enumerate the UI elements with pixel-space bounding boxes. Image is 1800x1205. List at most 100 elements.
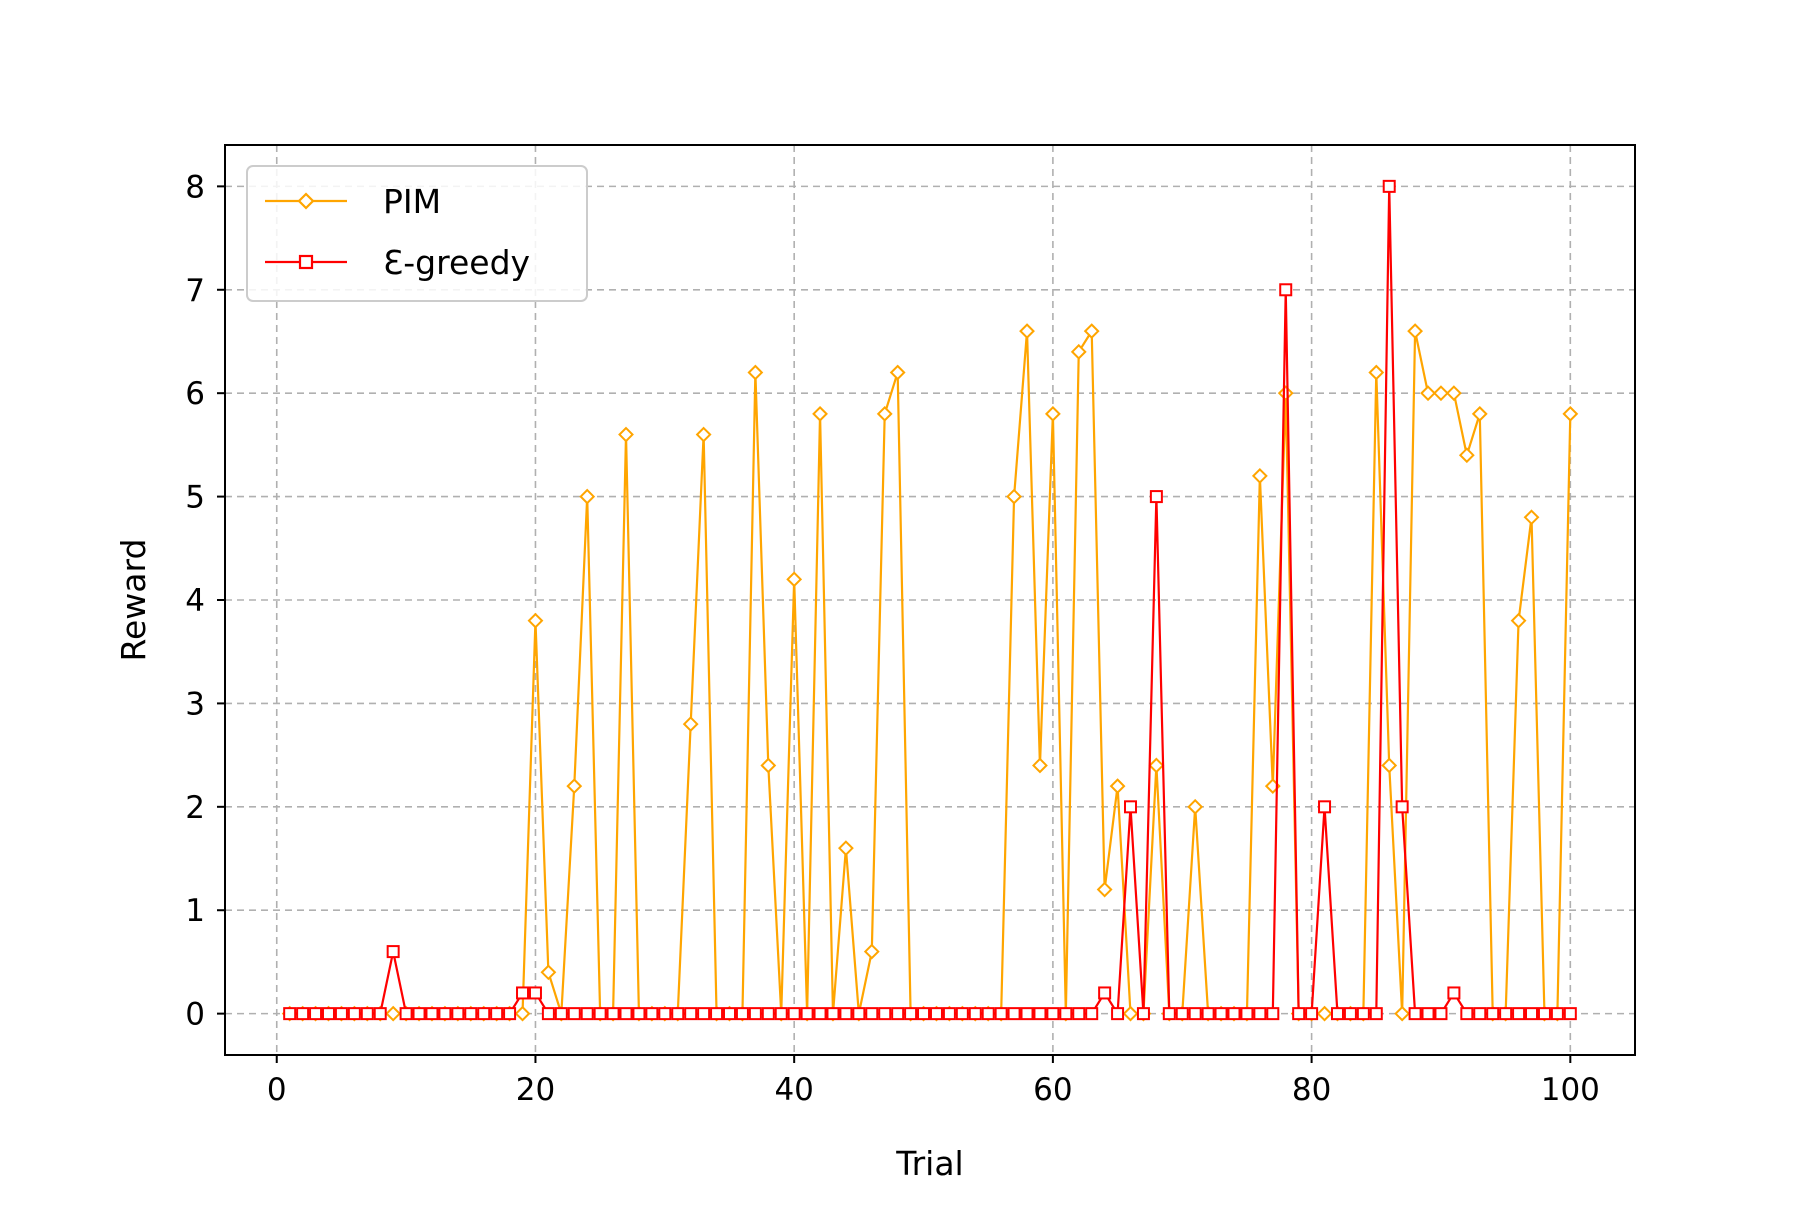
data-point [1044,405,1061,422]
x-axis-label: Trial [895,1144,963,1183]
data-point [1124,800,1138,814]
data-point [580,1007,594,1021]
data-point [1266,1007,1280,1021]
data-point [309,1007,323,1021]
data-point [1523,509,1540,526]
data-point [1122,1005,1139,1022]
data-point [1096,881,1113,898]
data-point [813,1007,827,1021]
data-point [1445,385,1462,402]
data-point [1227,1007,1241,1021]
data-point [1240,1007,1254,1021]
data-point [438,1007,452,1021]
data-point [955,1007,969,1021]
data-point [1460,1007,1474,1021]
data-point [1033,1007,1047,1021]
data-point [1072,1007,1086,1021]
data-point [1162,1007,1176,1021]
data-point [1187,798,1204,815]
data-point [645,1007,659,1021]
data-point [347,1007,361,1021]
data-point [735,1007,749,1021]
data-point [1316,1005,1333,1022]
data-point [722,1007,736,1021]
data-point [579,488,596,505]
data-point [1408,1007,1422,1021]
data-point [748,1007,762,1021]
data-point [1550,1007,1564,1021]
data-point [682,716,699,733]
data-point [1253,1007,1267,1021]
data-point [593,1007,607,1021]
data-point [1512,1007,1526,1021]
y-axis-ticks: 0 1 2 3 4 5 6 7 8 [185,169,225,1033]
data-point [760,757,777,774]
x-tick-label: 100 [1541,1072,1600,1108]
data-point [1098,986,1112,1000]
data-point [787,1007,801,1021]
series-egreedy [283,179,1577,1021]
data-point [606,1007,620,1021]
y-tick-label: 3 [185,686,205,722]
data-point [838,840,854,857]
data-point [1343,1007,1357,1021]
data-point [632,1007,646,1021]
data-point [1046,1007,1060,1021]
data-point [554,1007,568,1021]
data-point [1109,778,1126,795]
data-point [464,1007,478,1021]
data-point [1562,405,1579,422]
data-point [839,1007,853,1021]
series-pim [281,323,1579,1022]
y-tick-label: 7 [185,273,205,309]
data-point [1510,612,1527,629]
y-tick-label: 6 [185,376,205,412]
data-point [1175,1007,1189,1021]
y-tick-label: 8 [185,169,205,205]
data-point [1059,1007,1073,1021]
y-axis-label: Reward [114,539,153,662]
data-point [1407,323,1424,340]
data-point [1279,283,1293,297]
data-point [1148,757,1165,774]
x-tick-label: 40 [774,1072,813,1108]
x-axis-ticks: 0 20 40 60 80 100 [267,1055,1600,1108]
x-tick-label: 60 [1033,1072,1072,1108]
data-point [1070,343,1087,360]
data-point [386,945,400,959]
data-point [1330,1007,1344,1021]
x-tick-label: 80 [1292,1072,1331,1108]
data-point [1537,1007,1551,1021]
data-point [1111,1007,1125,1021]
data-point [399,1007,413,1021]
data-point [786,571,803,588]
y-tick-label: 0 [185,997,205,1033]
data-point [373,1007,387,1021]
data-point [1525,1007,1539,1021]
data-point [451,1007,465,1021]
data-point [514,1005,531,1022]
data-point [774,1007,788,1021]
data-point [1368,364,1385,381]
data-point [1020,1007,1034,1021]
data-point [889,364,906,381]
data-point [1136,1007,1150,1021]
data-point [1458,447,1475,464]
data-point [1305,1007,1319,1021]
data-point [1420,385,1436,402]
data-point [695,426,712,443]
legend-label-egreedy: Ɛ-greedy [383,243,530,282]
legend-box [246,165,588,302]
y-tick-label: 4 [185,583,205,619]
legend: PIM Ɛ-greedy [246,165,588,302]
data-point [1085,1007,1099,1021]
data-point [1381,757,1398,774]
data-point [490,1007,504,1021]
data-point [321,1007,335,1021]
data-point [360,1007,374,1021]
data-point [1369,1007,1383,1021]
data-point [865,1007,879,1021]
data-point [800,1007,814,1021]
